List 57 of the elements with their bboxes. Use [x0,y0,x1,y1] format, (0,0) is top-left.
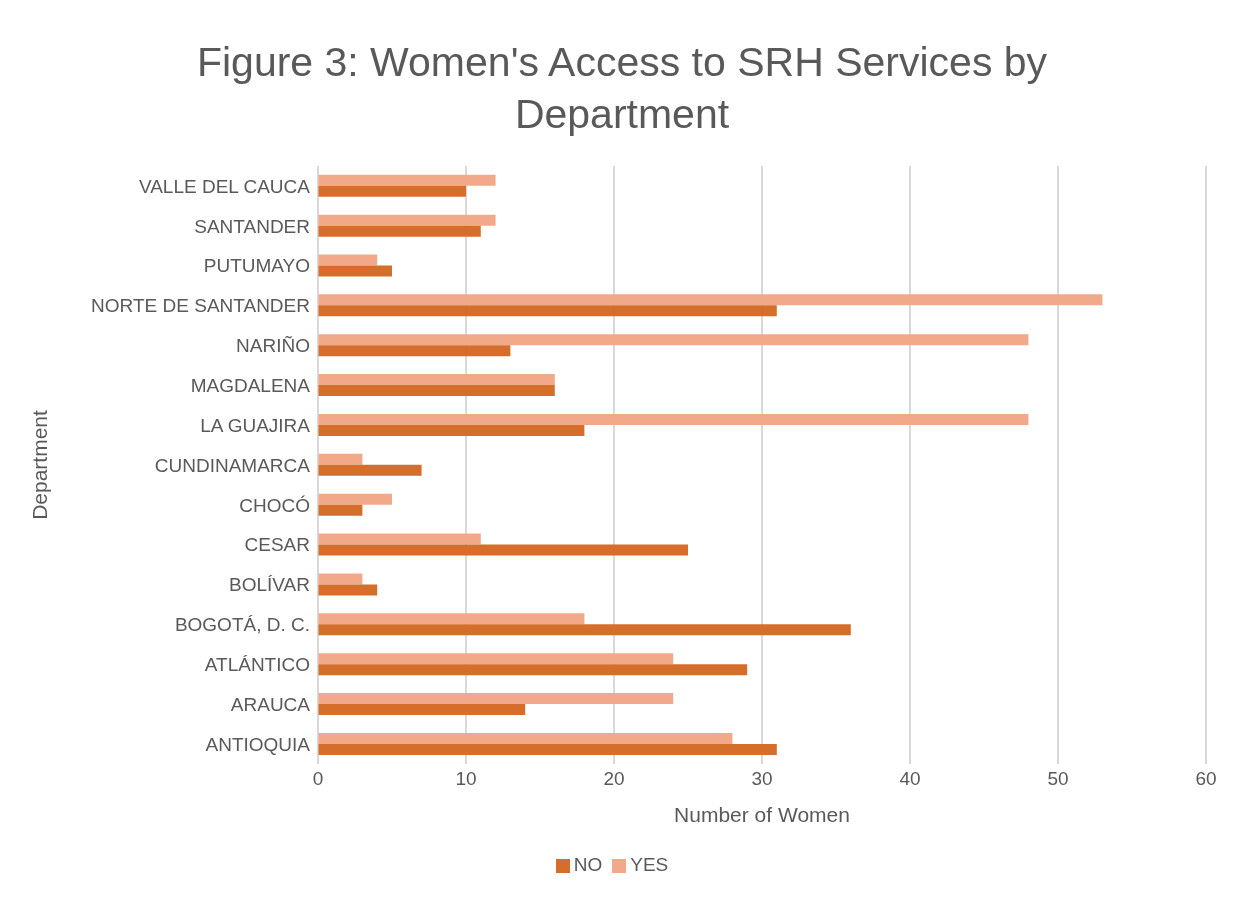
bar [318,704,526,716]
y-tick-label: PUTUMAYO [203,255,310,277]
y-tick-label: ANTIOQUIA [205,733,311,755]
y-axis-title: Department [28,409,52,520]
bar [318,464,422,476]
bar [318,305,777,317]
x-tick-label: 50 [1047,768,1069,790]
bar [318,385,555,397]
x-tick-label: 40 [899,768,921,790]
y-tick-label: SANTANDER [194,215,310,237]
y-tick-label: BOLÍVAR [229,574,310,596]
bar [318,533,481,545]
bar [318,664,748,676]
bar [318,453,363,465]
bar [318,493,392,505]
x-tick-label: 20 [603,768,625,790]
bar [318,584,378,596]
bar [318,424,585,436]
x-axis-title: Number of Women [674,803,850,826]
y-tick-label: ARAUCA [230,693,311,715]
y-tick-label: NORTE DE SANTANDER [91,295,310,317]
bar [318,374,555,386]
bar [318,225,481,237]
bar [318,294,1103,306]
bar [318,334,1029,346]
bar [318,345,511,357]
bar [318,544,688,556]
bar [318,573,363,585]
bar [318,613,585,625]
y-tick-label: NARIÑO [236,335,310,357]
bar [318,624,851,636]
bar [318,743,777,755]
x-tick-label: 10 [455,768,477,790]
y-tick-label: VALLE DEL CAUCA [138,175,311,197]
x-tick-label: 60 [1195,768,1217,790]
bar [318,504,363,516]
y-tick-label: BOGOTÁ, D. C. [174,614,310,636]
legend-label: NO [573,854,603,875]
x-tick-label: 0 [312,768,324,790]
bar [318,732,733,744]
bar [318,174,496,186]
y-tick-label: CHOCÓ [239,494,310,516]
bar [318,185,466,197]
y-tick-label: MAGDALENA [190,375,311,397]
legend-label: YES [630,854,669,875]
y-tick-label: ATLÁNTICO [204,654,310,676]
bar [318,214,496,226]
bar [318,413,1029,425]
bar [318,265,392,277]
bar [318,254,378,266]
y-tick-label: LA GUAJIRA [200,414,311,436]
y-tick-label: CESAR [244,534,310,556]
bar [318,693,674,705]
chart-title: Figure 3: Women's Access to SRH Services by Department [195,38,1049,139]
bar [318,653,674,665]
y-tick-label: CUNDINAMARCA [154,454,311,476]
x-tick-label: 30 [751,768,773,790]
